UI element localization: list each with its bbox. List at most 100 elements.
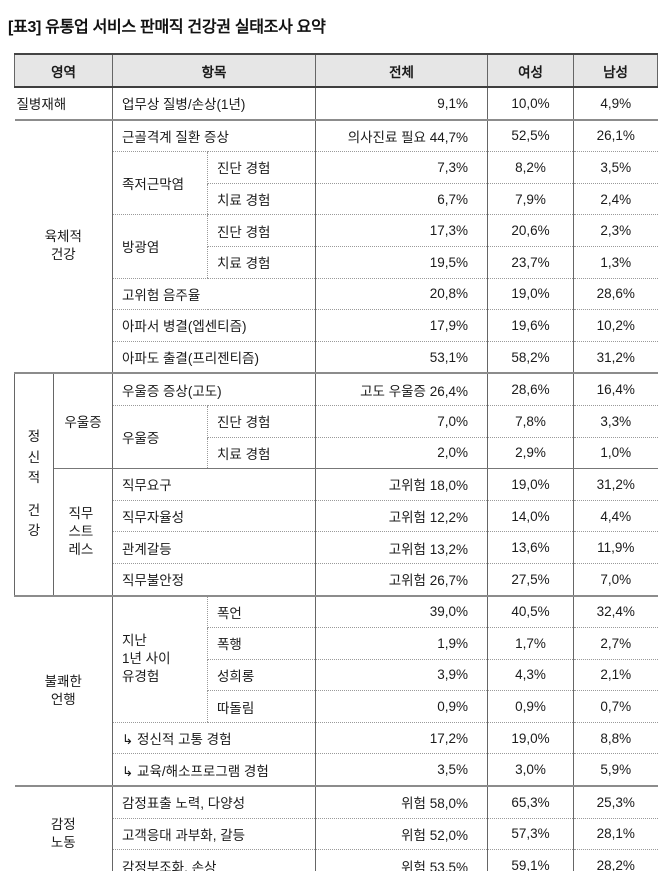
cell-female: 58,2%	[487, 341, 574, 375]
cell-male: 2,7%	[573, 627, 658, 660]
cell-total: 위험 53,5%	[315, 849, 488, 871]
cell-male: 25,3%	[573, 786, 658, 819]
cell-female: 19,0%	[487, 468, 574, 501]
group-cell-depression: 우울증	[112, 405, 208, 470]
cell-female: 3,0%	[487, 753, 574, 788]
cell-item: 치료 경험	[207, 246, 316, 279]
table-row: 직무스트레스 직무요구 고위험 18,0% 19,0% 31,2%	[15, 468, 658, 597]
cell-total: 고위험 12,2%	[315, 500, 488, 533]
cell-male: 31,2%	[573, 341, 658, 375]
cell-total: 0,9%	[315, 690, 488, 723]
cell-male: 26,1%	[573, 119, 658, 153]
area-line: 육체적	[44, 229, 82, 245]
cell-total: 고위험 26,7%	[315, 563, 488, 597]
area-line: 감정	[50, 816, 76, 832]
cell-total: 고도 우울증 26,4%	[315, 373, 488, 406]
cell-total: 고위험 18,0%	[315, 468, 488, 501]
area-line: 건강	[50, 247, 76, 263]
cell-female: 19,0%	[487, 278, 574, 311]
table-row: 관계갈등 고위험 13,2% 13,6% 11,9%	[15, 531, 658, 564]
cell-female: 7,8%	[487, 405, 574, 438]
header-row: 영역 항목 전체 여성 남성	[14, 53, 658, 88]
cell-item: 성희롱	[207, 659, 316, 692]
cell-male: 32,4%	[573, 595, 658, 629]
cell-total: 고위험 13,2%	[315, 531, 488, 564]
cell-item: 감정표출 노력, 다양성	[112, 786, 316, 819]
table-row: 육체적 건강 근골격계 질환 증상 의사진료 필요 44,7% 52,5% 26…	[14, 119, 658, 375]
cell-female: 52,5%	[487, 119, 574, 153]
cell-male: 3,5%	[573, 151, 658, 184]
cell-total: 의사진료 필요 44,7%	[315, 119, 488, 153]
cell-male: 8,8%	[573, 722, 658, 755]
cell-item: 우울증 증상(고도)	[112, 373, 316, 406]
cell-total: 3,9%	[315, 659, 488, 692]
cell-female: 14,0%	[487, 500, 574, 533]
area-line: 건강	[27, 503, 41, 539]
cell-total: 53,1%	[315, 341, 488, 375]
group-cell-plantar: 족저근막염	[112, 151, 208, 216]
cell-item: ↳ 정신적 고통 경험	[112, 722, 316, 755]
area-cell-jobstress-group: 직무스트레스	[53, 468, 113, 597]
table-row: 정신적 건강 우울증 우울증 증상(고도) 고도 우울증 26,4% 28,6%…	[14, 373, 658, 597]
cell-female: 8,2%	[487, 151, 574, 184]
cell-total: 17,2%	[315, 722, 488, 755]
col-header-area: 영역	[14, 53, 113, 88]
cell-total: 3,5%	[315, 753, 488, 788]
table-row: 우울증 진단 경험 7,0% 7,8% 3,3%	[15, 405, 658, 470]
cell-item: 감정부조화, 손상	[112, 849, 316, 871]
cell-item: 직무요구	[112, 468, 316, 501]
cell-item: ↳ 교육/해소프로그램 경험	[112, 753, 316, 788]
table-row: 방광염 진단 경험 17,3% 20,6% 2,3%	[15, 214, 658, 279]
cell-total: 7,0%	[315, 405, 488, 438]
cell-item: 폭행	[207, 627, 316, 660]
cell-total: 17,3%	[315, 214, 488, 247]
table-row: 치료 경험 6,7% 7,9% 2,4%	[15, 183, 658, 216]
cell-female: 1,7%	[487, 627, 574, 660]
cell-male: 31,2%	[573, 468, 658, 501]
cell-item: 진단 경험	[207, 214, 316, 247]
area-cell-unpleasant: 불쾌한 언행	[14, 595, 113, 788]
table-row: 직무자율성 고위험 12,2% 14,0% 4,4%	[15, 500, 658, 533]
cell-female: 4,3%	[487, 659, 574, 692]
cell-male: 11,9%	[573, 531, 658, 564]
cell-female: 65,3%	[487, 786, 574, 819]
cell-female: 19,6%	[487, 309, 574, 342]
cell-item: 치료 경험	[207, 437, 316, 470]
table-row: 폭행 1,9% 1,7% 2,7%	[15, 627, 658, 660]
cell-female: 10,0%	[487, 87, 574, 121]
table-row: 족저근막염 진단 경험 7,3% 8,2% 3,5%	[15, 151, 658, 216]
area-line: 노동	[50, 834, 76, 850]
cell-male: 4,4%	[573, 500, 658, 533]
cell-male: 2,4%	[573, 183, 658, 216]
col-header-female: 여성	[487, 53, 574, 88]
cell-male: 28,6%	[573, 278, 658, 311]
cell-total: 39,0%	[315, 595, 488, 629]
area-cell-mental: 정신적 건강	[14, 373, 54, 597]
cell-item: 치료 경험	[207, 183, 316, 216]
table-row: 고객응대 과부화, 갈등 위험 52,0% 57,3% 28,1%	[15, 818, 658, 851]
cell-male: 28,2%	[573, 849, 658, 871]
cell-item: 진단 경험	[207, 151, 316, 184]
cell-item: 고위험 음주율	[112, 278, 316, 311]
health-survey-summary-table: 영역 항목 전체 여성 남성 질병재해 업무상 질병/손상(1년) 9,1% 1…	[14, 53, 658, 871]
table-row: 직무불안정 고위험 26,7% 27,5% 7,0%	[15, 563, 658, 597]
cell-female: 0,9%	[487, 690, 574, 723]
cell-female: 7,9%	[487, 183, 574, 216]
cell-total: 7,3%	[315, 151, 488, 184]
cell-item: 직무불안정	[112, 563, 316, 597]
cell-male: 3,3%	[573, 405, 658, 438]
table-row: ↳ 정신적 고통 경험 17,2% 19,0% 8,8%	[15, 722, 658, 755]
page-title: [표3] 유통업 서비스 판매직 건강권 실태조사 요약	[8, 19, 326, 36]
cell-male: 7,0%	[573, 563, 658, 597]
cell-total: 17,9%	[315, 309, 488, 342]
table-row: 고위험 음주율 20,8% 19,0% 28,6%	[15, 278, 658, 311]
col-header-total: 전체	[315, 53, 488, 88]
group-line: 지난	[122, 632, 147, 648]
cell-male: 0,7%	[573, 690, 658, 723]
table-row: ↳ 교육/해소프로그램 경험 3,5% 3,0% 5,9%	[15, 753, 658, 788]
area-line: 직무스트레스	[68, 506, 94, 557]
cell-total: 2,0%	[315, 437, 488, 470]
group-cell-past-year: 지난 1년 사이 유경험	[112, 595, 208, 723]
cell-female: 57,3%	[487, 818, 574, 851]
group-cell-cystitis: 방광염	[112, 214, 208, 279]
